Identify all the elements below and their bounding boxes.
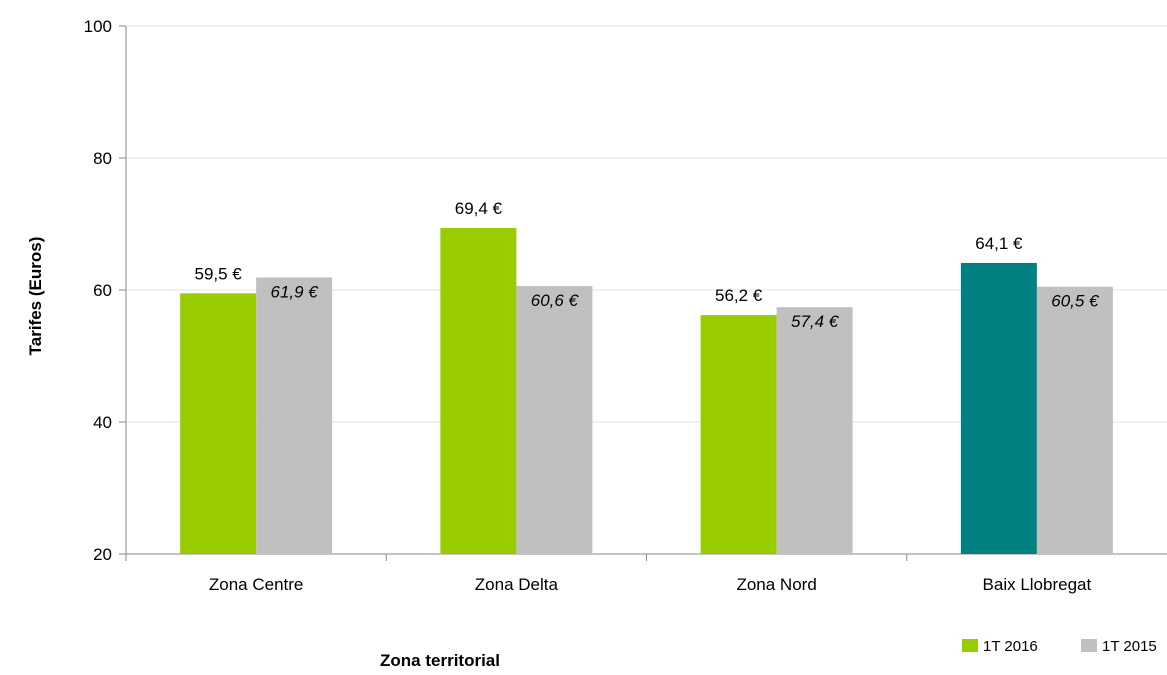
bar-1t-2015 bbox=[516, 286, 593, 554]
bars bbox=[180, 227, 1113, 554]
y-tick-label: 20 bbox=[93, 545, 112, 564]
y-tick-label: 40 bbox=[93, 413, 112, 432]
data-label: 56,2 € bbox=[715, 286, 763, 305]
data-labels: 59,5 € 61,9 € 69,4 € 60,6 € 56,2 € 57,4 € 64,1… bbox=[194, 199, 1100, 331]
bar-1t-2015 bbox=[256, 277, 333, 554]
data-label: 64,1 € bbox=[975, 234, 1023, 253]
bar-1t-2015 bbox=[1036, 286, 1113, 554]
y-tick-label: 80 bbox=[93, 149, 112, 168]
x-axis-title: Zona territorial bbox=[380, 651, 500, 670]
legend-swatch bbox=[962, 639, 978, 652]
legend: 1T 2016 1T 2015 bbox=[962, 638, 1157, 655]
data-label: 61,9 € bbox=[270, 282, 319, 301]
bar-1t-2016 bbox=[960, 262, 1037, 554]
x-tick-label: Zona Delta bbox=[475, 575, 559, 594]
data-label: 60,5 € bbox=[1051, 292, 1100, 311]
y-tick-label: 60 bbox=[93, 281, 112, 300]
data-label: 60,6 € bbox=[531, 291, 580, 310]
legend-label: 1T 2016 bbox=[983, 638, 1038, 655]
y-axis-title: Tarifes (Euros) bbox=[26, 237, 45, 356]
legend-swatch bbox=[1081, 639, 1097, 652]
y-tick-label: 100 bbox=[84, 17, 112, 36]
legend-label: 1T 2015 bbox=[1102, 638, 1157, 655]
bar-1t-2016 bbox=[180, 293, 257, 554]
x-tick-label: Zona Centre bbox=[209, 575, 304, 594]
x-tick-labels: Zona Centre Zona Delta Zona Nord Baix Llobr… bbox=[125, 554, 1092, 594]
data-label: 57,4 € bbox=[791, 312, 840, 331]
x-tick-label: Zona Nord bbox=[736, 575, 816, 594]
x-tick-label: Baix Llobregat bbox=[983, 575, 1092, 594]
y-tick-labels: 20 40 60 80 100 bbox=[84, 17, 126, 564]
data-label: 69,4 € bbox=[455, 199, 503, 218]
bar-1t-2015 bbox=[776, 307, 853, 554]
data-label: 59,5 € bbox=[194, 264, 242, 283]
bar-1t-2016 bbox=[700, 315, 777, 554]
bar-1t-2016 bbox=[440, 227, 517, 554]
